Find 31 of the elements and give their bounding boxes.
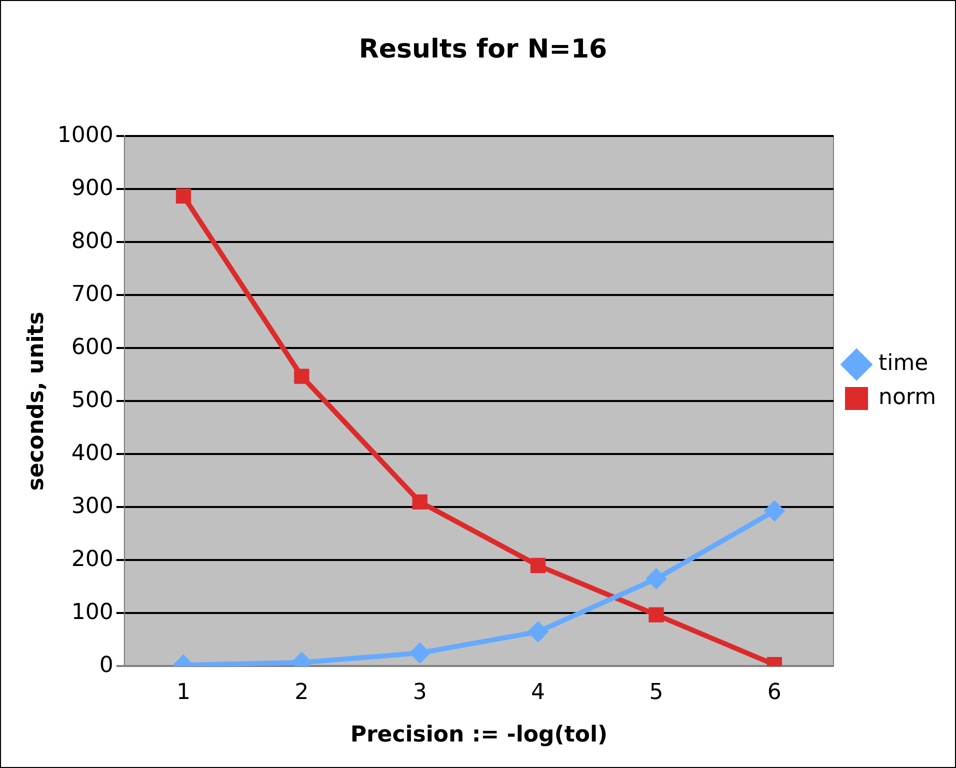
y-tick-label: 100: [71, 600, 114, 625]
point: [648, 607, 664, 622]
point: [294, 368, 310, 384]
y-tick-label: 400: [71, 440, 114, 466]
x-tick-label: 1: [176, 680, 190, 706]
x-tick-label: 5: [649, 680, 664, 706]
y-tick-label: 600: [71, 334, 114, 360]
point: [176, 188, 192, 204]
y-tick-label: 700: [71, 282, 114, 307]
y-tick-label: 900: [71, 176, 114, 201]
y-tick-label: 300: [71, 494, 114, 519]
point: [764, 500, 785, 522]
point: [530, 558, 546, 574]
y-tick-label: 0: [99, 652, 114, 678]
point: [528, 621, 549, 642]
y-axis-title: seconds, units: [24, 312, 49, 491]
x-tick-label: 2: [294, 680, 309, 706]
x-tick-label: 3: [412, 680, 427, 706]
legend-label: norm: [878, 385, 936, 410]
x-tick-label: 4: [531, 680, 546, 706]
chart-title: Results for N=16: [358, 34, 608, 64]
legend-label: time: [878, 351, 928, 376]
x-tick-label: 6: [767, 680, 782, 706]
point: [409, 642, 430, 664]
y-tick-label: 1000: [57, 122, 114, 148]
x-axis-title: Precision := -log(tol): [350, 722, 608, 748]
point: [412, 494, 428, 510]
y-tick-label: 200: [71, 546, 114, 572]
y-tick-label: 500: [71, 388, 114, 413]
point: [646, 568, 667, 590]
y-tick-label: 800: [71, 228, 114, 254]
